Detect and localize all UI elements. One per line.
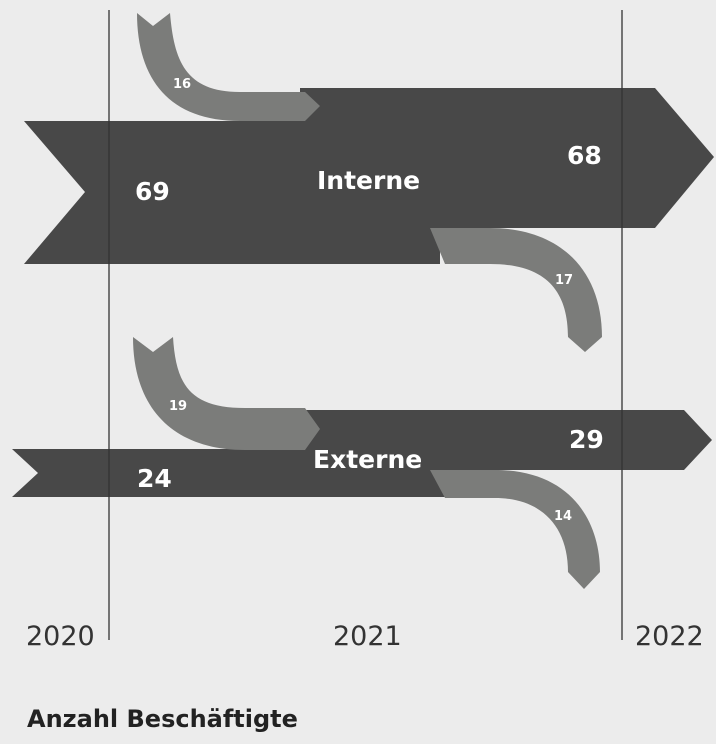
interne-label: Interne (317, 166, 420, 195)
externe-inflow-arrow (133, 337, 320, 450)
year-label-2022: 2022 (635, 621, 704, 652)
year-label-2020: 2020 (26, 621, 95, 652)
interne-end-value: 68 (567, 141, 602, 170)
year-label-2021: 2021 (333, 621, 402, 652)
externe-outflow-arrow (430, 470, 600, 589)
diagram-caption: Anzahl Beschäftigte (27, 705, 298, 733)
externe-start-band (12, 449, 450, 497)
interne-start-value: 69 (135, 177, 170, 206)
interne-inflow-value: 16 (173, 77, 191, 92)
externe-start-value: 24 (137, 464, 172, 493)
externe-outflow-value: 14 (554, 509, 572, 524)
interne-start-band (24, 121, 440, 264)
externe-end-value: 29 (569, 425, 604, 454)
externe-label: Externe (313, 445, 422, 474)
interne-inflow-arrow (137, 13, 320, 121)
externe-inflow-value: 19 (169, 399, 187, 414)
interne-outflow-value: 17 (555, 273, 573, 288)
interne-outflow-arrow (430, 228, 602, 352)
